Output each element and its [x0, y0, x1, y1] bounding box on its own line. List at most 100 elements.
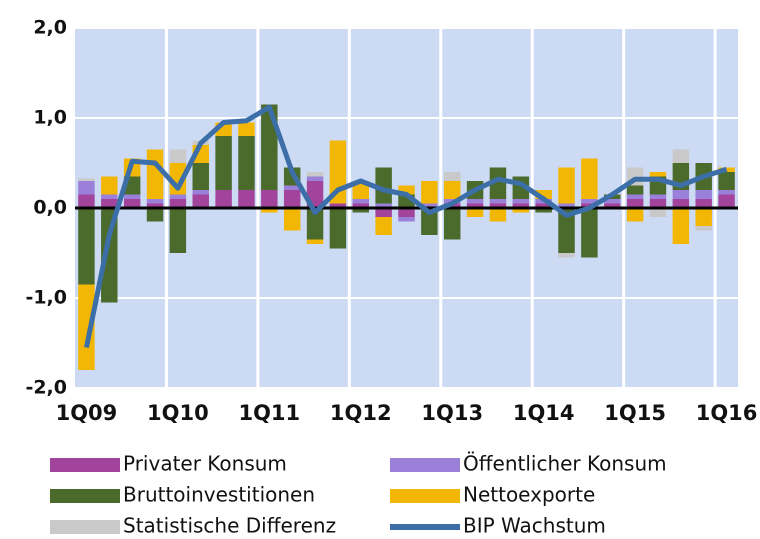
bar-segment — [695, 226, 712, 231]
bar-segment — [169, 208, 187, 253]
bar-segment — [672, 208, 690, 244]
bar-segment — [352, 181, 370, 199]
bar-segment — [215, 190, 232, 208]
bar-segment — [352, 199, 370, 204]
bar-segment — [146, 149, 164, 199]
x-tick-label: 1Q09 — [56, 401, 118, 425]
bar-segment — [626, 208, 644, 222]
bar-segment — [443, 181, 461, 199]
bar-segment — [283, 208, 301, 231]
y-tick-label: 2,0 — [33, 17, 67, 39]
bar-segment — [718, 190, 735, 195]
legend-swatch — [390, 458, 460, 472]
x-tick-label: 1Q11 — [238, 401, 300, 425]
bar-segment — [238, 122, 255, 136]
bar-segment — [352, 203, 370, 208]
bar-segment — [649, 172, 667, 177]
bar-segment — [329, 203, 347, 208]
legend-swatch — [390, 489, 460, 503]
bar-segment — [558, 203, 575, 208]
bar-segment — [78, 178, 95, 181]
bar-segment — [78, 194, 95, 208]
bar-segment — [466, 199, 484, 204]
x-tick-label: 1Q15 — [604, 401, 666, 425]
bar-segment — [718, 172, 735, 190]
legend-swatch — [50, 458, 120, 472]
bar-segment — [581, 208, 598, 258]
bar-segment — [78, 181, 95, 195]
bar-segment — [649, 194, 667, 199]
bar-segment — [489, 203, 507, 208]
y-tick-label: 1,0 — [33, 107, 67, 129]
y-tick-label: -1,0 — [25, 287, 67, 309]
bar-segment — [626, 194, 644, 199]
bar-segment — [626, 199, 644, 208]
bar-segment — [421, 208, 438, 235]
legend-label: BIP Wachstum — [463, 514, 606, 538]
bar-segment — [649, 199, 667, 208]
x-tick-label: 1Q10 — [147, 401, 209, 425]
bar-segment — [146, 199, 164, 204]
bar-segment — [169, 194, 187, 199]
legend-label: Statistische Differenz — [123, 514, 336, 538]
y-tick-label: -2,0 — [25, 377, 67, 399]
bar-segment — [375, 217, 392, 235]
bar-segment — [352, 208, 370, 213]
bar-segment — [558, 167, 575, 204]
bar-segment — [261, 190, 278, 208]
bar-segment — [672, 149, 690, 163]
bar-segment — [146, 203, 164, 208]
bar-segment — [443, 172, 461, 181]
bar-segment — [101, 208, 118, 303]
bar-segment — [169, 149, 187, 163]
bar-segment — [695, 190, 712, 199]
bar-segment — [512, 203, 530, 208]
bar-segment — [604, 203, 621, 208]
bar-segment — [489, 208, 507, 222]
bar-segment — [123, 194, 141, 199]
bar-segment — [101, 199, 118, 208]
bar-segment — [558, 208, 575, 253]
legend-label: Nettoexporte — [463, 483, 595, 507]
bar-segment — [306, 172, 324, 177]
bar-segment — [581, 199, 598, 204]
bar-segment — [375, 208, 392, 217]
x-tick-label: 1Q12 — [330, 401, 392, 425]
bar-segment — [306, 208, 324, 240]
legend-swatch — [50, 520, 120, 534]
bar-segment — [329, 208, 347, 249]
bar-segment — [558, 253, 575, 258]
y-tick-label: 0,0 — [33, 197, 67, 219]
legend-label: Bruttoinvestitionen — [123, 483, 315, 507]
bar-segment — [672, 199, 690, 208]
bar-segment — [261, 208, 278, 213]
bar-segment — [489, 199, 507, 204]
bar-segment — [649, 208, 667, 217]
bar-segment — [398, 208, 415, 217]
bar-segment — [672, 190, 690, 199]
bar-segment — [192, 194, 209, 208]
x-tick-label: 1Q14 — [513, 401, 575, 425]
bar-segment — [512, 199, 530, 204]
bar-segment — [512, 208, 530, 213]
bar-segment — [581, 158, 598, 199]
bar-segment — [489, 167, 507, 199]
line — [83, 104, 728, 348]
bar-segment — [375, 167, 392, 204]
bar-segment — [238, 190, 255, 208]
bar-segment — [535, 208, 552, 213]
bar-segment — [466, 208, 484, 217]
x-tick-label: 1Q13 — [421, 401, 483, 425]
bar-segment — [375, 203, 392, 208]
bar-segment — [535, 203, 552, 208]
bar-segment — [306, 176, 324, 181]
x-tick-label: 1Q16 — [696, 401, 758, 425]
legend-label: Öffentlicher Konsum — [463, 452, 667, 476]
bar-segment — [238, 136, 255, 190]
bar-segment — [101, 176, 118, 195]
bar-segment — [306, 239, 324, 244]
bar-segment — [146, 208, 164, 222]
bar-segment — [695, 208, 712, 226]
bar-segment — [101, 194, 118, 199]
bar-segment — [283, 185, 301, 190]
